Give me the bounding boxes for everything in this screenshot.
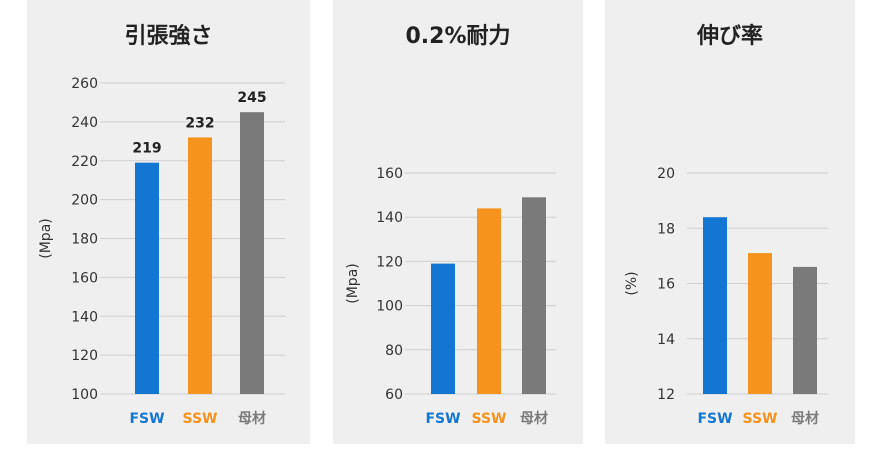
category-label: SSW xyxy=(183,411,218,427)
y-tick-label: 220 xyxy=(71,154,98,170)
y-tick-label: 180 xyxy=(71,232,98,248)
y-axis-label: (Mpa) xyxy=(38,218,54,258)
chart-title: 引張強さ xyxy=(124,24,213,49)
chart-title: 伸び率 xyxy=(696,24,763,49)
category-label: 母材 xyxy=(520,410,548,427)
bar-1 xyxy=(188,137,212,395)
y-tick-label: 16 xyxy=(657,277,675,293)
y-tick-label: 60 xyxy=(385,387,403,403)
y-tick-label: 260 xyxy=(71,76,98,92)
bar-2 xyxy=(522,197,546,394)
bar-0 xyxy=(431,263,455,394)
category-label: 母材 xyxy=(791,410,819,427)
y-tick-label: 12 xyxy=(657,387,675,403)
bar-2 xyxy=(793,266,817,394)
bar-1 xyxy=(748,253,772,394)
y-tick-label: 140 xyxy=(376,210,403,226)
data-label: 232 xyxy=(185,115,214,131)
y-tick-label: 240 xyxy=(71,115,98,131)
bar-0 xyxy=(703,217,727,394)
y-tick-label: 120 xyxy=(71,348,98,364)
category-label: 母材 xyxy=(238,410,266,427)
bar-2 xyxy=(240,112,264,394)
y-tick-label: 140 xyxy=(71,309,98,325)
y-axis-label: (%) xyxy=(624,271,640,295)
category-label: FSW xyxy=(425,411,460,427)
category-label: SSW xyxy=(743,411,778,427)
data-label: 245 xyxy=(237,90,266,106)
y-tick-label: 20 xyxy=(657,166,675,182)
y-tick-label: 100 xyxy=(376,299,403,315)
category-label: SSW xyxy=(472,411,507,427)
bar-0 xyxy=(135,162,159,394)
y-tick-label: 200 xyxy=(71,193,98,209)
category-label: FSW xyxy=(697,411,732,427)
category-label: FSW xyxy=(129,411,164,427)
y-tick-label: 80 xyxy=(385,343,403,359)
y-tick-label: 100 xyxy=(71,387,98,403)
y-tick-label: 18 xyxy=(657,221,675,237)
chart-title: 0.2%耐力 xyxy=(405,24,511,49)
y-tick-label: 160 xyxy=(71,270,98,286)
y-tick-label: 160 xyxy=(376,166,403,182)
bar-1 xyxy=(477,208,501,394)
y-tick-label: 120 xyxy=(376,254,403,270)
data-label: 219 xyxy=(132,141,161,157)
y-axis-label: (Mpa) xyxy=(345,263,361,303)
y-tick-label: 14 xyxy=(657,332,675,348)
